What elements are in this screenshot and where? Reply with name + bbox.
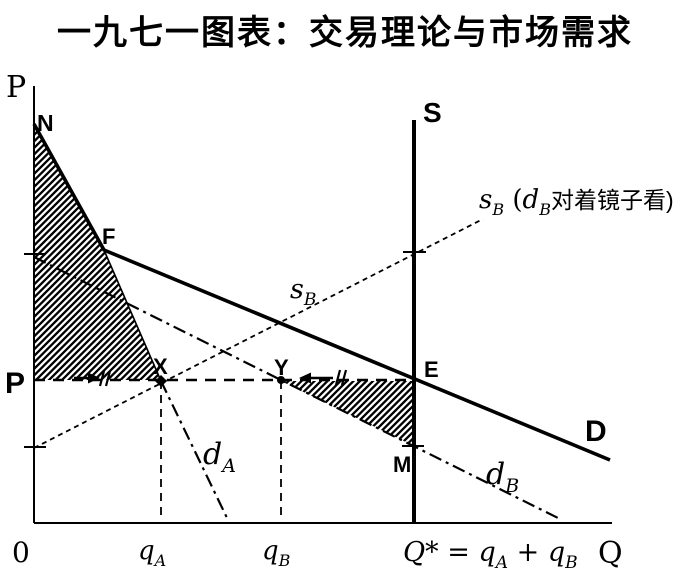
label-p-axis-part-0: P: [6, 70, 26, 105]
label-sb-mirror-part-4: B: [538, 200, 551, 219]
sb-line: [33, 218, 484, 449]
label-sb-part-0: s: [290, 274, 304, 305]
label-m: M: [393, 452, 411, 477]
label-qb: qB: [262, 536, 291, 570]
label-qstar-part-6: B: [564, 553, 578, 573]
label-e-part-0: E: [424, 357, 439, 382]
label-qstar-part-0: Q: [403, 537, 425, 568]
chart-title: 一九七一图表：交易理论与市场需求: [57, 13, 633, 52]
label-qa-part-0: q: [138, 536, 155, 566]
label-db: dB: [486, 457, 519, 497]
label-y-part-0: Y: [274, 355, 289, 380]
label-db-part-0: d: [486, 457, 505, 492]
label-m-part-0: M: [393, 452, 411, 477]
label-s-supply-part-0: S: [423, 97, 442, 128]
label-q-axis: Q: [598, 536, 623, 571]
label-n: N: [37, 110, 54, 136]
label-n-part-0: N: [37, 110, 54, 136]
point-y-marker: [277, 376, 285, 384]
label-x: X: [153, 354, 168, 379]
equal-arrow-right-head: [88, 372, 100, 384]
hash-mark-right-2: [340, 369, 348, 386]
label-sb-part-1: B: [303, 290, 317, 310]
da-upper-edge: [103, 249, 162, 382]
label-p-price: P: [5, 367, 25, 400]
label-zero: 0: [12, 536, 30, 569]
label-sb-mirror-part-5: 对着镜子看): [551, 187, 674, 213]
label-x-part-0: X: [153, 354, 168, 379]
label-qstar-part-1: * =: [425, 537, 478, 568]
label-f-part-0: F: [102, 224, 115, 249]
label-p-price-part-0: P: [5, 367, 25, 400]
label-qa: qA: [138, 536, 166, 570]
label-qstar-part-2: q: [478, 537, 495, 568]
label-qb-part-1: B: [278, 551, 291, 570]
label-sb: sB: [290, 274, 316, 310]
label-da-part-0: d: [203, 437, 222, 472]
equal-arrow-left-head: [299, 372, 311, 384]
label-sb-mirror: sB (dB对着镜子看): [479, 185, 674, 219]
label-e: E: [424, 357, 439, 382]
label-d-market: D: [585, 415, 607, 448]
label-sb-mirror-part-1: B: [491, 200, 504, 219]
label-f: F: [102, 224, 115, 249]
label-s-supply: S: [423, 97, 442, 128]
hash-mark-right-1: [334, 369, 342, 386]
chart-title-part-0: 一九七一图表：交易理论与市场需求: [57, 13, 633, 52]
hatch-region-left: [34, 125, 161, 380]
label-qstar-part-3: A: [494, 553, 508, 573]
label-qstar-part-4: +: [508, 537, 548, 568]
label-sb-mirror-part-3: d: [523, 185, 540, 215]
label-d-market-part-0: D: [585, 415, 607, 448]
label-y: Y: [274, 355, 289, 380]
label-qstar: Q* = qA + qB: [403, 537, 578, 573]
hash-mark-left-2: [104, 370, 112, 387]
point-x-marker: [155, 375, 167, 387]
label-sb-mirror-part-0: s: [479, 185, 492, 215]
db-line: [33, 256, 559, 519]
label-qa-part-1: A: [153, 551, 167, 570]
label-qb-part-0: q: [262, 536, 279, 566]
hash-mark-left-1: [98, 370, 106, 387]
label-sb-mirror-part-2: (: [504, 185, 522, 215]
label-zero-part-0: 0: [12, 536, 30, 569]
label-qstar-part-5: q: [548, 537, 565, 568]
label-da-part-1: A: [220, 455, 236, 477]
label-da: dA: [203, 437, 236, 477]
label-p-axis: P: [6, 70, 26, 105]
label-q-axis-part-0: Q: [598, 536, 623, 571]
label-db-part-1: B: [504, 475, 519, 497]
